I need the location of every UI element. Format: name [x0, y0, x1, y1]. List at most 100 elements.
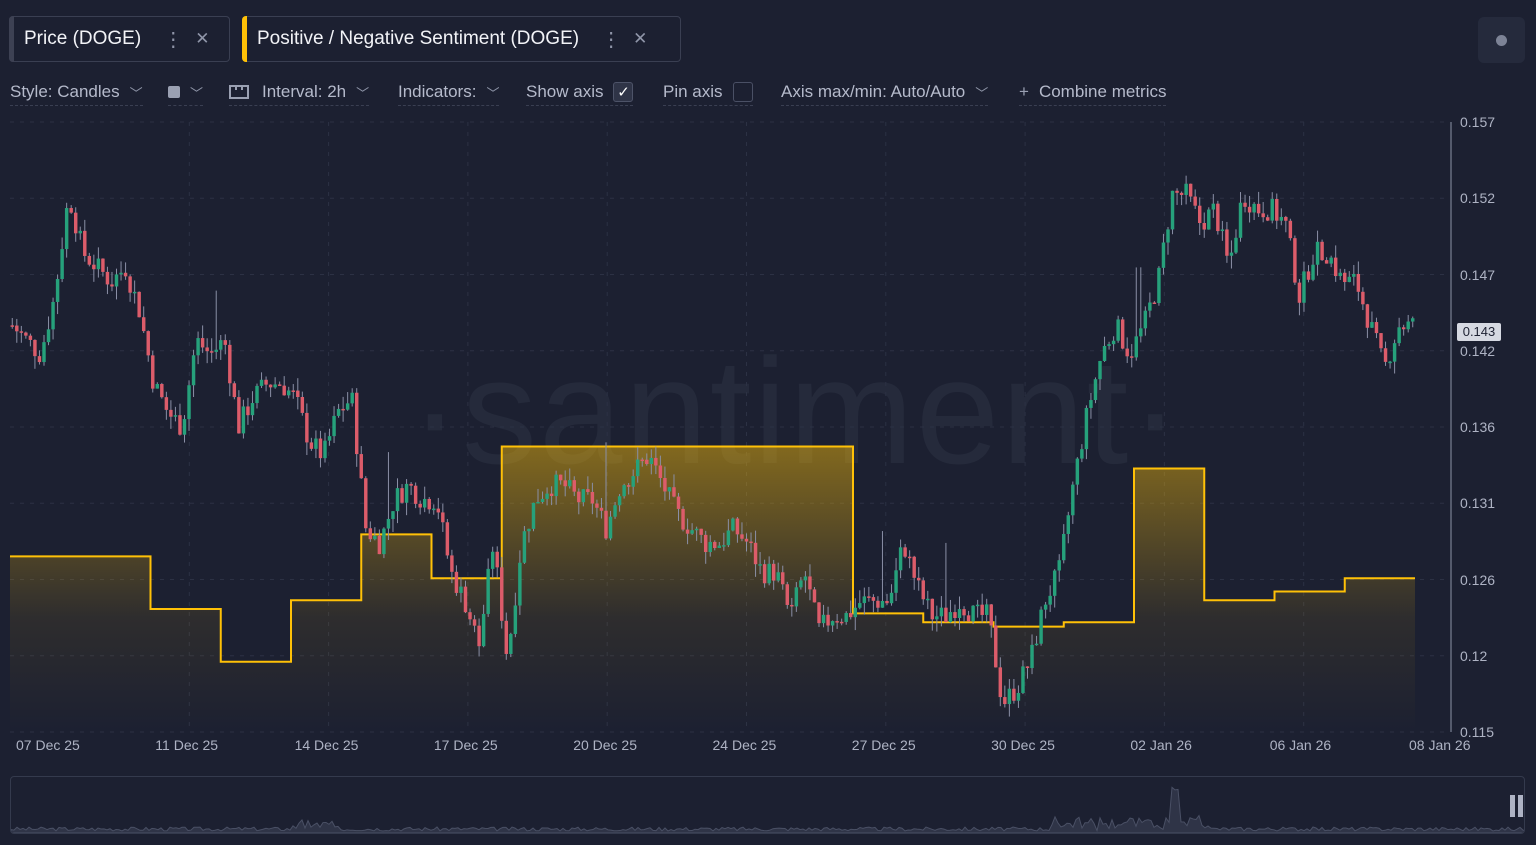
- record-button[interactable]: [1478, 17, 1525, 63]
- x-tick-label: 02 Jan 26: [1130, 737, 1192, 753]
- indicators-dropdown[interactable]: Indicators: ﹀: [398, 79, 500, 106]
- candle-body: [373, 535, 377, 540]
- candle-body: [1347, 276, 1352, 283]
- candle-body: [935, 616, 939, 620]
- kebab-menu-icon[interactable]: ⋮: [163, 28, 184, 51]
- candle-body: [1220, 229, 1225, 232]
- x-tick-label: 24 Dec 25: [712, 737, 777, 753]
- x-tick-label: 27 Dec 25: [851, 737, 916, 753]
- candle-body: [132, 291, 137, 294]
- candle-body: [141, 317, 146, 332]
- candle-body: [1143, 310, 1148, 329]
- candle-body: [1089, 400, 1093, 408]
- candle-body: [432, 508, 436, 511]
- candle-body: [731, 518, 735, 531]
- close-icon[interactable]: ✕: [195, 29, 210, 48]
- y-tick-label: 0.142: [1460, 342, 1496, 359]
- show-axis-toggle[interactable]: Show axis ✓: [526, 79, 634, 106]
- candle-body: [713, 541, 717, 549]
- candle-body: [296, 390, 300, 397]
- x-tick-label: 07 Dec 25: [16, 737, 80, 753]
- candle-body: [164, 397, 169, 410]
- candle-body: [1098, 360, 1102, 380]
- candle-body: [205, 347, 209, 352]
- candle-body: [1016, 692, 1021, 701]
- tab-sentiment-doge[interactable]: Positive / Negative Sentiment (DOGE) ⋮ ✕: [242, 16, 681, 62]
- candle-body: [336, 408, 341, 416]
- color-dropdown[interactable]: ﹀: [168, 79, 204, 106]
- candle-body: [586, 489, 590, 492]
- sentiment-series: [10, 445, 1415, 732]
- candle-body: [1320, 241, 1324, 261]
- candle-body: [676, 496, 681, 509]
- candle-body: [1093, 379, 1098, 401]
- candle-body: [83, 230, 87, 256]
- pin-axis-toggle[interactable]: Pin axis: [663, 79, 753, 106]
- candle-body: [137, 291, 141, 318]
- candle-body: [173, 415, 178, 417]
- candle-body: [1102, 345, 1107, 361]
- candle-body: [545, 493, 549, 499]
- y-tick-label: 0.157: [1460, 114, 1496, 130]
- candle-body: [200, 338, 205, 348]
- candle-body: [1107, 344, 1111, 346]
- candle-body: [1075, 458, 1080, 485]
- candle-body: [699, 528, 703, 535]
- time-navigator[interactable]: [10, 776, 1525, 834]
- candle-body: [1003, 697, 1007, 705]
- price-sentiment-chart[interactable]: [0, 110, 1536, 735]
- candle-body: [971, 605, 975, 622]
- candle-body: [1256, 203, 1261, 214]
- candle-body: [1157, 267, 1161, 304]
- style-dropdown[interactable]: Style: Candles ﹀: [10, 79, 143, 106]
- axis-minmax-dropdown[interactable]: Axis max/min: Auto/Auto ﹀: [781, 79, 989, 106]
- candle-body: [1252, 203, 1256, 213]
- candle-body: [1057, 560, 1061, 571]
- candle-body: [595, 503, 599, 508]
- candle-body: [903, 547, 907, 557]
- x-tick-label: 20 Dec 25: [573, 737, 638, 753]
- candle-body: [15, 325, 19, 332]
- pin-axis-label: Pin axis: [663, 82, 723, 101]
- color-swatch-icon: [168, 86, 180, 98]
- navigator-handle[interactable]: [1510, 795, 1515, 817]
- candle-body: [1352, 273, 1356, 277]
- tab-price-doge[interactable]: Price (DOGE) ⋮ ✕: [9, 16, 230, 62]
- interval-dropdown[interactable]: Interval: 2h ﹀: [229, 79, 370, 106]
- candle-body: [581, 489, 586, 503]
- navigator-handle[interactable]: [1518, 795, 1523, 817]
- candle-body: [1356, 273, 1361, 292]
- candle-body: [568, 480, 572, 487]
- candle-body: [744, 538, 749, 542]
- candle-body: [921, 580, 925, 600]
- candle-body: [1288, 220, 1293, 239]
- pin-axis-checkbox[interactable]: [732, 82, 753, 102]
- candle-body: [1388, 361, 1392, 364]
- candle-body: [427, 498, 431, 510]
- candle-body: [1161, 242, 1166, 268]
- check-icon[interactable]: ✓: [613, 82, 634, 102]
- candle-body: [953, 612, 957, 619]
- candle-body: [441, 512, 445, 523]
- candle-body: [1197, 205, 1202, 223]
- candle-body: [907, 556, 912, 559]
- candle-body: [1374, 322, 1379, 334]
- candle-body: [1152, 302, 1157, 305]
- candle-body: [1120, 319, 1125, 349]
- candle-body: [101, 258, 105, 272]
- candle-body: [767, 563, 771, 584]
- candle-body: [844, 613, 848, 622]
- candle-body: [1284, 216, 1288, 221]
- candle-body: [1012, 688, 1016, 701]
- candle-body: [459, 586, 463, 593]
- candle-body: [46, 329, 51, 343]
- close-icon[interactable]: ✕: [633, 29, 648, 48]
- combine-metrics-button[interactable]: + Combine metrics: [1019, 79, 1167, 106]
- y-tick-label: 0.147: [1460, 266, 1496, 283]
- candle-body: [119, 272, 123, 275]
- candle-body: [1243, 202, 1247, 207]
- candle-body: [1179, 192, 1184, 195]
- candle-body: [413, 485, 418, 504]
- kebab-menu-icon[interactable]: ⋮: [601, 28, 622, 51]
- candle-body: [522, 531, 527, 563]
